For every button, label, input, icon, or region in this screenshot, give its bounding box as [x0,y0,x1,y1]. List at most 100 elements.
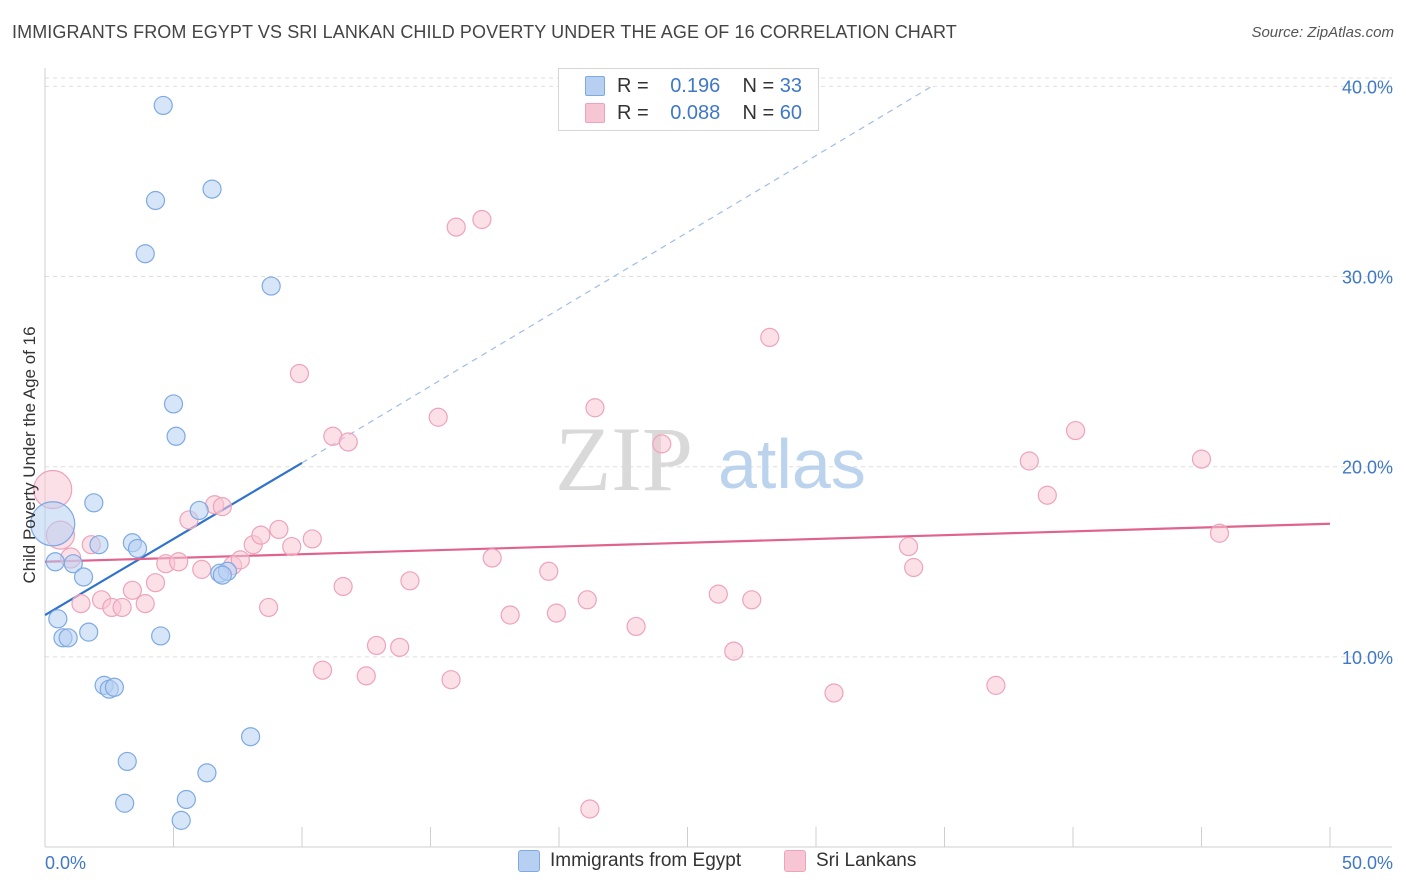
data-point-egypt [197,763,217,783]
data-point-egypt [84,493,104,513]
tick-labels: 10.0% 20.0% 30.0% 40.0% 0.0% 50.0% [45,77,1393,873]
data-point-srilanka [652,434,672,454]
legend-n-label: N = [742,74,775,97]
data-point-egypt [261,276,281,296]
trend-line-egypt [44,461,303,616]
data-point-srilanka [212,497,232,517]
legend-swatch-egypt [518,850,540,872]
data-point-egypt [145,190,166,211]
legend-swatch-srilanka [784,850,806,872]
data-point-srilanka [760,327,780,348]
data-point-srilanka [356,666,376,686]
data-point-srilanka [539,561,559,581]
data-point-srilanka [312,660,333,680]
data-point-srilanka [708,584,728,604]
stats-legend: R = 0.196 N = 33 R = 0.088 N = 60 [558,68,819,131]
data-point-srilanka [441,670,461,690]
data-point-egypt [171,810,191,830]
legend-r-value: 0.196 [670,74,721,97]
legend-swatch-egypt [585,76,605,96]
data-point-srilanka [724,641,744,661]
data-point-srilanka [1191,449,1212,469]
data-point-srilanka [986,675,1006,695]
legend-label-srilanka: Sri Lankans [816,850,917,871]
y-tick-label: 10.0% [1342,648,1393,668]
data-point-srilanka [824,683,844,703]
data-point-srilanka [258,597,279,618]
data-point-srilanka [482,548,502,568]
data-points [30,95,1230,830]
data-point-srilanka [71,594,91,614]
data-point-egypt [202,179,222,199]
legend-row-egypt: R = 0.196 N = 33 [585,73,802,99]
legend-swatch-srilanka [585,103,605,123]
legend-item-egypt[interactable]: Immigrants from Egypt [518,850,741,872]
legend-item-srilanka[interactable]: Sri Lankans [784,850,916,872]
legend-n-value: 60 [779,101,802,124]
series-legend: Immigrants from Egypt Sri Lankans [0,850,1406,878]
data-point-egypt [48,609,68,629]
data-point-egypt [127,538,148,559]
axes [44,68,1392,848]
y-tick-label: 30.0% [1342,268,1393,288]
x-tick-label: 50.0% [1342,853,1393,873]
trend-lines [44,85,1331,616]
data-point-srilanka [338,432,358,452]
data-point-egypt [73,567,94,587]
y-axis-label: Child Poverty Under the Age of 16 [20,326,39,583]
data-point-srilanka [1065,420,1086,441]
y-tick-label: 40.0% [1342,77,1393,97]
trend-line-srilanka [44,522,1331,563]
legend-r-label: R = [617,74,649,97]
data-point-egypt [58,628,78,648]
legend-r-value: 0.088 [670,101,721,124]
legend-row-srilanka: R = 0.088 N = 60 [585,100,802,126]
data-point-srilanka [302,529,322,549]
grid-lines [45,77,1392,658]
data-point-egypt [63,554,83,574]
data-point-egypt [151,626,171,646]
data-point-egypt [153,95,173,116]
data-point-egypt [135,244,155,264]
data-point-egypt [117,751,137,772]
data-point-srilanka [1037,485,1057,505]
data-point-srilanka [446,217,466,237]
data-point-srilanka [390,637,410,657]
watermark-zip: ZIP [555,408,693,510]
data-point-egypt [176,789,196,810]
data-point-srilanka [626,616,646,637]
data-point-egypt [89,535,109,555]
legend-label-egypt: Immigrants from Egypt [550,850,742,871]
legend-n-value: 33 [779,74,802,97]
data-point-srilanka [135,594,155,614]
data-point-srilanka [585,398,605,418]
data-point-srilanka [169,552,189,572]
data-point-egypt [189,500,209,521]
data-point-srilanka [472,209,492,230]
data-point-srilanka [251,525,271,545]
data-point-srilanka [230,550,250,570]
legend-r-label: R = [617,101,649,124]
x-tick-label: 0.0% [45,853,86,873]
data-point-egypt [241,727,261,747]
legend-n-label: N = [742,101,775,124]
data-point-srilanka [112,597,132,618]
data-point-srilanka [145,573,166,593]
watermark-atlas: atlas [718,425,866,503]
data-point-egypt [166,426,186,446]
data-point-srilanka [282,536,302,557]
data-point-srilanka [1209,523,1230,543]
data-point-srilanka [192,559,212,579]
watermark: ZIP atlas [555,408,866,510]
data-point-srilanka [546,603,567,623]
source-label: Source: ZipAtlas.com [1251,24,1394,41]
data-point-egypt [104,677,124,697]
data-point-srilanka [577,590,597,610]
data-point-srilanka [904,557,924,578]
data-point-egypt [212,565,232,585]
data-point-egypt [79,622,99,642]
chart-title: IMMIGRANTS FROM EGYPT VS SRI LANKAN CHIL… [12,22,957,42]
data-point-egypt [45,552,65,572]
data-point-egypt [115,793,135,813]
